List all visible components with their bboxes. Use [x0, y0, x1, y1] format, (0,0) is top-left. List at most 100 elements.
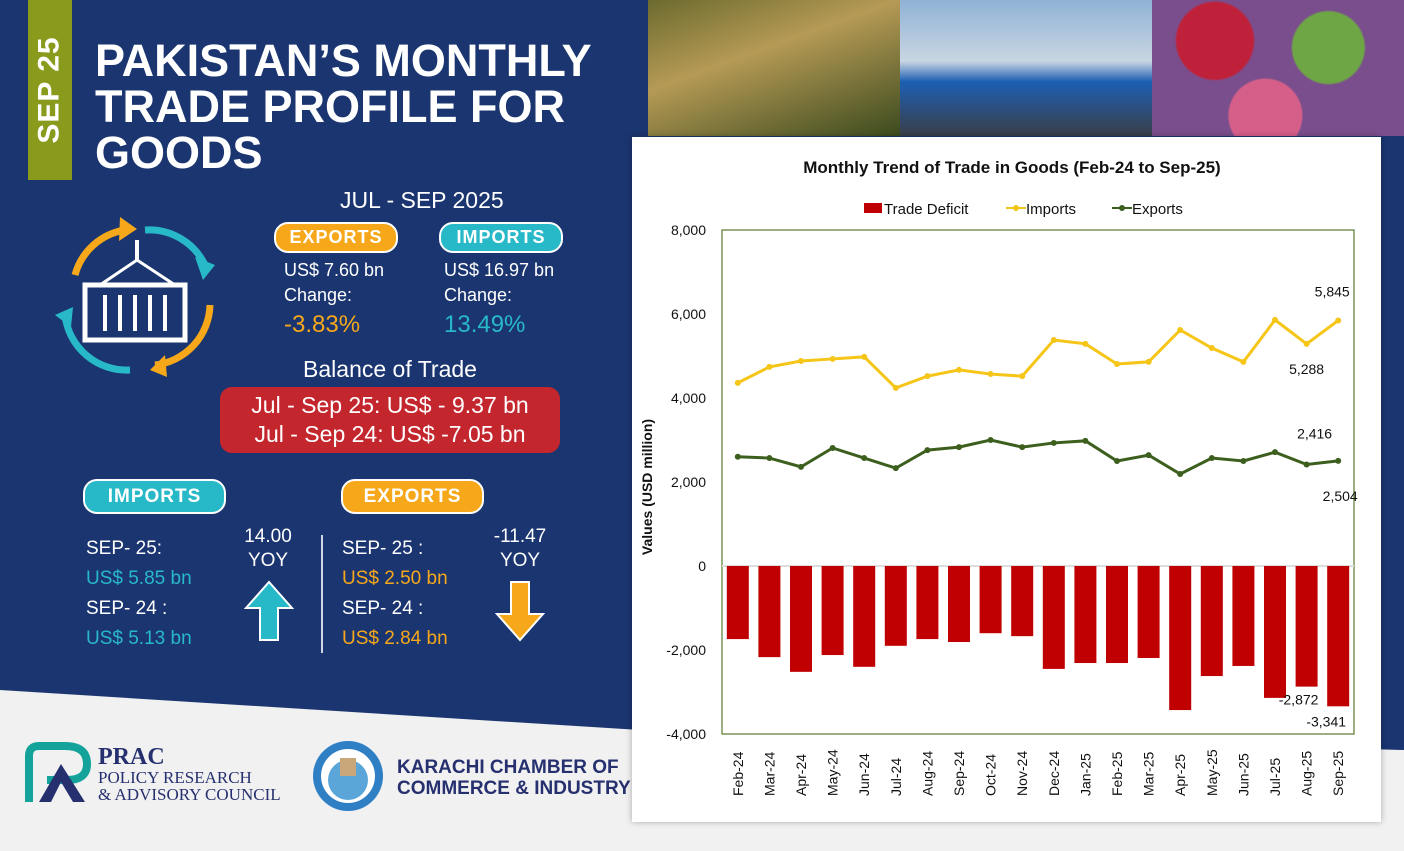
exports-point: [1019, 444, 1026, 451]
exports-cur-label: SEP- 25 :: [342, 538, 424, 559]
x-tick-label: Oct-24: [983, 754, 999, 796]
x-tick-label: Apr-24: [793, 754, 809, 796]
deficit-bar: [853, 566, 876, 667]
deficit-bar: [884, 566, 907, 646]
exports-point: [1303, 461, 1310, 468]
kcci-line2: COMMERCE & INDUSTRY: [397, 778, 631, 799]
deficit-bar: [1327, 566, 1350, 707]
exports-change-label: Change:: [284, 285, 353, 305]
imports-point: [1177, 326, 1184, 333]
exports-point: [924, 447, 931, 454]
x-tick-label: Jul-24: [888, 758, 904, 796]
imports-point: [1208, 345, 1215, 352]
exports-point: [1208, 455, 1215, 462]
exports-point: [734, 453, 741, 460]
trade-chart: Monthly Trend of Trade in Goods (Feb-24 …: [639, 158, 1358, 796]
exports-line: [737, 438, 1339, 476]
exports-point: [987, 437, 994, 443]
x-tick-label: Apr-25: [1172, 754, 1188, 796]
deficit-bar: [979, 566, 1002, 634]
x-tick-label: Mar-25: [1141, 751, 1157, 796]
exports-point: [1272, 449, 1278, 456]
exports-point: [1082, 437, 1089, 444]
exports-point: [766, 455, 773, 462]
imports-point: [987, 371, 994, 378]
y-tick-label: -2,000: [666, 642, 706, 658]
deficit-bar: [821, 566, 844, 656]
imports-point: [766, 363, 773, 370]
monthly-exports-badge: EXPORTS: [341, 479, 484, 514]
fabric-rolls-photo: [1152, 0, 1404, 136]
x-tick-label: Aug-24: [919, 751, 935, 796]
legend-marker: [1013, 205, 1019, 211]
legend-label: Exports: [1132, 201, 1183, 218]
deficit-bar: [1264, 566, 1286, 698]
x-tick-label: May-25: [1204, 749, 1220, 796]
y-tick-label: 0: [698, 558, 706, 574]
deficit-bar: [948, 566, 970, 643]
exports-point: [1114, 458, 1120, 464]
legend-label: Trade Deficit: [884, 201, 969, 218]
x-tick-label: Aug-25: [1299, 751, 1315, 796]
imports-prev: US$ 5.13 bn: [86, 628, 192, 649]
x-tick-label: Sep-25: [1330, 751, 1346, 796]
deficit-bar: [1106, 566, 1128, 664]
x-tick-label: Dec-24: [1046, 751, 1062, 796]
exports-point: [956, 444, 962, 451]
imports-point: [1019, 373, 1026, 380]
exports-prev-label: SEP- 24 :: [342, 598, 424, 619]
deficit-bar: [1137, 566, 1160, 658]
x-tick-label: Jun-25: [1235, 753, 1251, 796]
imports-point: [1240, 358, 1247, 365]
deficit-bar: [1011, 566, 1034, 637]
deficit-bar: [758, 566, 781, 658]
kcci-line1: KARACHI CHAMBER OF: [397, 757, 619, 778]
exports-point: [1145, 452, 1152, 459]
exports-yoy-label: YOY: [499, 550, 541, 571]
imports-point: [829, 355, 836, 362]
y-axis-label: Values (USD million): [639, 419, 655, 555]
imports-point: [1114, 360, 1120, 367]
exports-change: -3.83%: [284, 311, 361, 338]
exports-yoy: -11.47: [493, 526, 547, 547]
imports-change-label: Change:: [444, 285, 513, 305]
x-tick-label: Nov-24: [1014, 751, 1030, 796]
deficit-bar: [1200, 566, 1223, 677]
date-tag: SEP 25: [28, 0, 72, 180]
deficit-bar: [916, 566, 939, 640]
y-tick-label: 8,000: [671, 222, 706, 238]
x-tick-label: Feb-24: [730, 751, 746, 796]
plot-area: [721, 229, 1355, 735]
monthly-imports-badge: IMPORTS: [83, 479, 226, 514]
imports-point: [924, 373, 931, 380]
deficit-bar: [726, 566, 749, 640]
exports-cur: US$ 2.50 bn: [342, 568, 448, 589]
imports-point: [1272, 316, 1278, 323]
deficit-bar: [1169, 566, 1192, 711]
imports-change: 13.49%: [444, 311, 526, 338]
exports-prev: US$ 2.84 bn: [342, 628, 448, 649]
divider: [321, 535, 323, 653]
balance-box: Jul - Sep 25: US$ - 9.37 bn Jul - Sep 24…: [220, 387, 560, 453]
truck-photo: [900, 0, 1152, 136]
imports-point: [861, 353, 868, 360]
exports-value: US$ 7.60 bn: [284, 260, 385, 280]
imports-value: US$ 16.97 bn: [444, 260, 555, 280]
imports-point: [956, 366, 962, 373]
imports-cur-label: SEP- 25:: [86, 538, 163, 559]
prac-line2: & ADVISORY COUNCIL: [98, 785, 281, 804]
exports-point: [1050, 439, 1057, 446]
imports-cur: US$ 5.85 bn: [86, 568, 192, 589]
arrow-down-icon: [495, 581, 545, 642]
y-tick-label: 6,000: [671, 306, 706, 322]
data-label: 2,504: [1323, 488, 1358, 504]
container-cycle-icon: [55, 217, 215, 377]
legend-marker: [1119, 205, 1125, 211]
legend-label: Imports: [1026, 201, 1076, 218]
imports-point: [1145, 358, 1152, 365]
exports-point: [829, 444, 836, 451]
deficit-bar: [1232, 566, 1255, 666]
photo-strip: [648, 0, 1404, 136]
imports-yoy: 14.00: [244, 526, 292, 547]
imports-point: [1082, 340, 1089, 347]
